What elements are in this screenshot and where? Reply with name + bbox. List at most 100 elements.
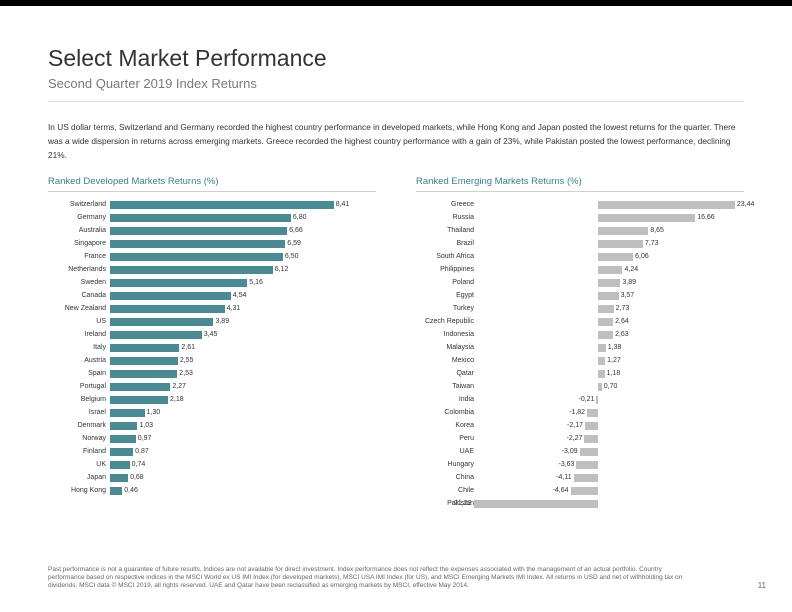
bar-value: 8,41 [336, 200, 350, 210]
chart-row: New Zealand4,31 [48, 302, 376, 315]
chart-row: Egypt3,57 [416, 289, 744, 302]
bar [110, 370, 177, 378]
country-label: Thailand [416, 227, 478, 234]
bar-area: 1,30 [110, 408, 376, 418]
bar-area: 1,27 [478, 356, 744, 366]
bar-area: 2,64 [478, 317, 744, 327]
chart-row: Russia16,66 [416, 211, 744, 224]
chart-row: Hungary-3,63 [416, 458, 744, 471]
chart-row: Greece23,44 [416, 198, 744, 211]
bar-value: 2,63 [615, 330, 629, 340]
chart-row: Korea-2,17 [416, 419, 744, 432]
bar-area: 4,24 [478, 265, 744, 275]
country-label: Japan [48, 474, 110, 481]
right-chart-title: Ranked Emerging Markets Returns (%) [416, 176, 744, 192]
bar-area: 6,06 [478, 252, 744, 262]
chart-row: Taiwan0,70 [416, 380, 744, 393]
bar [110, 409, 145, 417]
bar-value: 2,64 [615, 317, 629, 327]
bar-area: 2,27 [110, 382, 376, 392]
chart-row: Chile-4,64 [416, 484, 744, 497]
chart-row: Austria2,55 [48, 354, 376, 367]
country-label: Austria [48, 357, 110, 364]
bar-area: 6,80 [110, 213, 376, 223]
bar-value: 5,16 [249, 278, 263, 288]
chart-row: Colombia-1,82 [416, 406, 744, 419]
bar [585, 422, 598, 430]
bar-value: 4,24 [625, 265, 639, 275]
bar-area: -1,82 [478, 408, 744, 418]
chart-row: Thailand8,65 [416, 224, 744, 237]
bar [596, 396, 597, 404]
bar [110, 201, 334, 209]
chart-row: Czech Republic2,64 [416, 315, 744, 328]
bar-value: 6,50 [285, 252, 299, 262]
country-label: Mexico [416, 357, 478, 364]
bar [474, 500, 598, 508]
bar-value: 1,38 [608, 343, 622, 353]
bar [580, 448, 598, 456]
bar [110, 422, 137, 430]
bar-value: 6,12 [275, 265, 289, 275]
bar-value: -3,09 [562, 447, 578, 457]
bar [110, 318, 213, 326]
bar-value: 3,57 [621, 291, 635, 301]
country-label: Korea [416, 422, 478, 429]
bar [110, 344, 179, 352]
bar [110, 240, 285, 248]
bar-area: 1,38 [478, 343, 744, 353]
country-label: Singapore [48, 240, 110, 247]
intro-text: In US dollar terms, Switzerland and Germ… [48, 120, 744, 162]
country-label: Finland [48, 448, 110, 455]
bar [110, 435, 136, 443]
bar-area: -3,63 [478, 460, 744, 470]
country-label: Denmark [48, 422, 110, 429]
country-label: Taiwan [416, 383, 478, 390]
bar [110, 292, 231, 300]
left-chart: Ranked Developed Markets Returns (%) Swi… [48, 176, 376, 510]
bar [598, 266, 623, 274]
bar [598, 279, 621, 287]
bar [587, 409, 598, 417]
bar-area: 2,63 [478, 330, 744, 340]
chart-row: Hong Kong0,46 [48, 484, 376, 497]
bar [110, 487, 122, 495]
bar-area: 16,66 [478, 213, 744, 223]
bar-area: 6,59 [110, 239, 376, 249]
chart-row: Spain2,53 [48, 367, 376, 380]
bar-value: 1,18 [607, 369, 621, 379]
left-chart-rows: Switzerland8,41Germany6,80Australia6,66S… [48, 198, 376, 497]
bar-value: 6,06 [635, 252, 649, 262]
chart-row: Qatar1,18 [416, 367, 744, 380]
country-label: Poland [416, 279, 478, 286]
bar-area: 4,54 [110, 291, 376, 301]
bar [110, 266, 273, 274]
bar-value: 1,03 [139, 421, 153, 431]
bar-area: 0,68 [110, 473, 376, 483]
country-label: Colombia [416, 409, 478, 416]
bar-area: 0,87 [110, 447, 376, 457]
bar-area: 2,61 [110, 343, 376, 353]
bar-value: 1,27 [607, 356, 621, 366]
country-label: Australia [48, 227, 110, 234]
bar-value: 7,73 [645, 239, 659, 249]
bar-area: 6,50 [110, 252, 376, 262]
country-label: Italy [48, 344, 110, 351]
country-label: Switzerland [48, 201, 110, 208]
bar-area: 1,03 [110, 421, 376, 431]
chart-row: Japan0,68 [48, 471, 376, 484]
bar-area: 23,44 [478, 200, 744, 210]
country-label: Hungary [416, 461, 478, 468]
country-label: France [48, 253, 110, 260]
bar-area: 7,73 [478, 239, 744, 249]
chart-row: Ireland3,45 [48, 328, 376, 341]
chart-row: Pakistan-21,22 [416, 497, 744, 510]
top-stripe [0, 0, 792, 6]
bar [584, 435, 597, 443]
bar-area: 6,66 [110, 226, 376, 236]
bar [598, 240, 643, 248]
country-label: Malaysia [416, 344, 478, 351]
country-label: UAE [416, 448, 478, 455]
bar-area: 0,74 [110, 460, 376, 470]
country-label: Netherlands [48, 266, 110, 273]
